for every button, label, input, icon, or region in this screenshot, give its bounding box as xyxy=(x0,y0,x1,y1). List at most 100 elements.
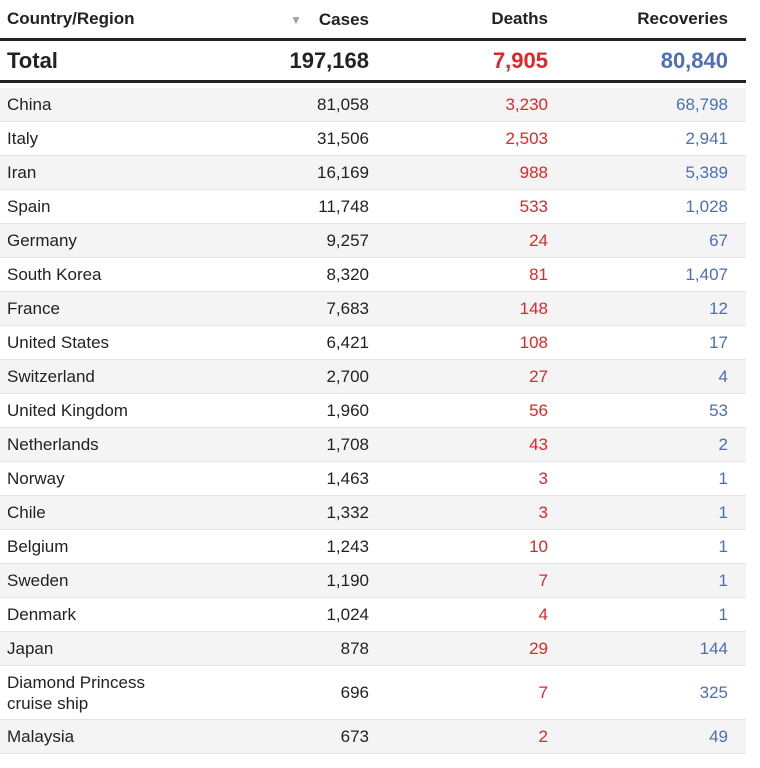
table-row[interactable]: Denmark 1,024 4 1 xyxy=(0,598,746,632)
cases-value: 673 xyxy=(340,726,369,746)
country-name: Germany xyxy=(7,230,77,250)
table-row[interactable]: Germany 9,257 24 67 xyxy=(0,224,746,258)
sort-down-triangle-icon[interactable]: ▼ xyxy=(290,12,302,27)
total-deaths: 7,905 xyxy=(492,47,548,73)
table-row[interactable]: Italy 31,506 2,503 2,941 xyxy=(0,122,746,156)
table-row[interactable]: Iran 16,169 988 5,389 xyxy=(0,156,746,190)
deaths-value: 2 xyxy=(538,726,548,746)
country-name: Iran xyxy=(7,162,37,182)
cases-value: 31,506 xyxy=(317,128,369,148)
table-row[interactable]: Norway 1,463 3 1 xyxy=(0,462,746,496)
cases-value: 1,190 xyxy=(326,570,369,590)
recoveries-value: 2,941 xyxy=(685,128,728,148)
recoveries-value: 17 xyxy=(709,332,728,352)
table-row[interactable]: Diamond Princess cruise ship 696 7 325 xyxy=(0,666,746,720)
cases-value: 1,463 xyxy=(326,468,369,488)
recoveries-value: 2 xyxy=(718,434,728,454)
country-name: Norway xyxy=(7,468,65,488)
table-row[interactable]: Netherlands 1,708 43 2 xyxy=(0,428,746,462)
table-row[interactable]: Switzerland 2,700 27 4 xyxy=(0,360,746,394)
cases-value: 1,243 xyxy=(326,536,369,556)
recoveries-value: 1,028 xyxy=(685,196,728,216)
table-body: China 81,058 3,230 68,798 Italy 31,506 2,503 2,… xyxy=(0,88,746,754)
deaths-value: 3,230 xyxy=(505,94,548,114)
header-country[interactable]: Country/Region xyxy=(7,9,135,28)
total-row: Total 197,168 7,905 80,840 xyxy=(0,41,746,83)
country-name: Spain xyxy=(7,196,51,216)
deaths-value: 148 xyxy=(519,298,548,318)
country-name: Sweden xyxy=(7,570,69,590)
deaths-value: 24 xyxy=(529,230,548,250)
deaths-value: 43 xyxy=(529,434,548,454)
deaths-value: 988 xyxy=(519,162,548,182)
cases-value: 81,058 xyxy=(317,94,369,114)
recoveries-value: 1 xyxy=(718,604,728,624)
recoveries-value: 1 xyxy=(718,570,728,590)
deaths-value: 10 xyxy=(529,536,548,556)
country-name: France xyxy=(7,298,60,318)
covid-cases-table: Country/Region ▼ Cases Deaths Recoveries… xyxy=(0,0,746,754)
country-name: Netherlands xyxy=(7,434,99,454)
country-name: Denmark xyxy=(7,604,76,624)
table-row[interactable]: China 81,058 3,230 68,798 xyxy=(0,88,746,122)
country-name: China xyxy=(7,94,52,114)
table-row[interactable]: France 7,683 148 12 xyxy=(0,292,746,326)
cases-value: 1,024 xyxy=(326,604,369,624)
cases-value: 1,960 xyxy=(326,400,369,420)
table-row[interactable]: Belgium 1,243 10 1 xyxy=(0,530,746,564)
table-row[interactable]: South Korea 8,320 81 1,407 xyxy=(0,258,746,292)
deaths-value: 3 xyxy=(538,468,548,488)
recoveries-value: 1,407 xyxy=(685,264,728,284)
cases-value: 11,748 xyxy=(318,196,369,216)
cases-value: 1,332 xyxy=(326,502,369,522)
total-recoveries: 80,840 xyxy=(660,47,728,73)
cases-value: 8,320 xyxy=(326,264,369,284)
country-name: Italy xyxy=(7,128,39,148)
deaths-value: 56 xyxy=(529,400,548,420)
deaths-value: 108 xyxy=(519,332,548,352)
recoveries-value: 49 xyxy=(709,726,728,746)
recoveries-value: 4 xyxy=(718,366,728,386)
country-name: United States xyxy=(7,332,110,352)
recoveries-value: 53 xyxy=(709,400,728,420)
total-label: Total xyxy=(7,47,58,73)
deaths-value: 3 xyxy=(538,502,548,522)
country-name: Switzerland xyxy=(7,366,95,386)
country-name: Japan xyxy=(7,638,54,658)
deaths-value: 81 xyxy=(529,264,548,284)
cases-value: 878 xyxy=(340,638,369,658)
deaths-value: 27 xyxy=(529,366,548,386)
header-cases-cell[interactable]: ▼ Cases xyxy=(234,9,378,30)
cases-value: 696 xyxy=(340,682,369,702)
table-row[interactable]: Chile 1,332 3 1 xyxy=(0,496,746,530)
cases-value: 7,683 xyxy=(326,298,369,318)
recoveries-value: 68,798 xyxy=(676,94,728,114)
table-row[interactable]: Japan 878 29 144 xyxy=(0,632,746,666)
total-cases: 197,168 xyxy=(289,47,369,73)
table-row[interactable]: United Kingdom 1,960 56 53 xyxy=(0,394,746,428)
country-name: Chile xyxy=(7,502,46,522)
recoveries-value: 144 xyxy=(699,638,728,658)
cases-value: 9,257 xyxy=(326,230,369,250)
header-cases[interactable]: Cases xyxy=(318,9,369,29)
table-row[interactable]: Sweden 1,190 7 1 xyxy=(0,564,746,598)
header-deaths[interactable]: Deaths xyxy=(491,9,548,28)
table-header: Country/Region ▼ Cases Deaths Recoveries xyxy=(0,0,746,41)
country-name: United Kingdom xyxy=(7,400,128,420)
deaths-value: 533 xyxy=(519,196,548,216)
table-row[interactable]: Spain 11,748 533 1,028 xyxy=(0,190,746,224)
recoveries-value: 1 xyxy=(718,536,728,556)
table-row[interactable]: Malaysia 673 2 49 xyxy=(0,720,746,754)
header-recoveries[interactable]: Recoveries xyxy=(637,9,728,28)
cases-value: 6,421 xyxy=(326,332,369,352)
cases-value: 16,169 xyxy=(317,162,369,182)
deaths-value: 4 xyxy=(538,604,548,624)
table-row[interactable]: United States 6,421 108 17 xyxy=(0,326,746,360)
deaths-value: 7 xyxy=(538,682,548,702)
recoveries-value: 5,389 xyxy=(685,162,728,182)
country-name: Malaysia xyxy=(7,726,75,746)
recoveries-value: 67 xyxy=(709,230,728,250)
country-name: Diamond Princess cruise ship xyxy=(7,672,145,713)
recoveries-value: 1 xyxy=(718,468,728,488)
country-name: South Korea xyxy=(7,264,102,284)
